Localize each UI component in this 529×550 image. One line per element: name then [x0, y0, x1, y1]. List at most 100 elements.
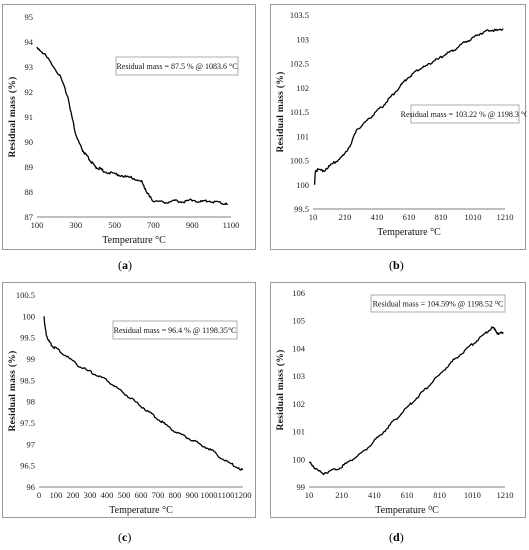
y-tick-label: 99 [297, 482, 306, 492]
y-tick-label: 89 [25, 162, 34, 172]
y-tick-label: 103.5 [290, 10, 309, 20]
x-tick-label: 300 [69, 220, 82, 230]
y-tick-label: 96 [27, 482, 36, 492]
y-tick-label: 100 [22, 311, 35, 321]
y-tick-label: 102 [296, 83, 309, 93]
y-tick-label: 88 [25, 187, 34, 197]
x-tick-label: 400 [101, 490, 114, 500]
x-tick-label: 1200 [235, 490, 252, 500]
y-tick-label: 87 [25, 212, 34, 222]
y-tick-label: 98.5 [20, 375, 35, 385]
y-tick-label: 97.5 [20, 418, 35, 428]
y-axis-title: Residual mass (%) [7, 350, 18, 431]
y-tick-label: 103 [296, 34, 309, 44]
annotation-box [410, 104, 520, 124]
y-tick-label: 100.5 [16, 290, 35, 300]
x-axis-title: Temperature ⁰C [375, 505, 439, 516]
x-tick-label: 900 [186, 220, 199, 230]
y-tick-label: 106 [292, 288, 305, 298]
x-tick-label: 1100 [218, 490, 235, 500]
y-tick-label: 101 [292, 427, 305, 437]
x-tick-label: 900 [186, 490, 199, 500]
y-tick-label: 101.5 [290, 107, 309, 117]
y-axis-title: Residual mass (%) [275, 71, 286, 152]
y-tick-label: 91 [25, 112, 34, 122]
y-tick-label: 92 [25, 87, 34, 97]
x-tick-label: 700 [152, 490, 165, 500]
caption-a: (a) [118, 258, 132, 272]
y-tick-label: 103 [292, 371, 305, 381]
x-tick-label: 810 [433, 490, 446, 500]
y-tick-label: 102.5 [290, 59, 309, 69]
x-tick-label: 10 [309, 212, 318, 222]
y-tick-label: 102 [292, 399, 305, 409]
y-tick-label: 94 [25, 37, 34, 47]
x-tick-label: 610 [401, 490, 414, 500]
chart-svg-d: 10 210 410 610 810 1010 1210 99 100 101 102 103 104 1… [275, 288, 514, 516]
x-tick-label: 10 [305, 490, 314, 500]
annotation-text: Residual mass = 104.59% @ 1198.52 ⁰C [373, 300, 504, 309]
caption-c: (c) [118, 530, 132, 544]
chart-svg-c: 0 100 200 300 400 500 600 700 800 900 1000 1100 1200… [7, 290, 252, 516]
x-tick-label: 210 [335, 490, 348, 500]
y-tick-label: 99.5 [20, 333, 35, 343]
y-tick-label: 100.5 [290, 156, 309, 166]
y-tick-label: 95 [25, 12, 34, 22]
x-tick-label: 1210 [497, 212, 514, 222]
x-tick-label: 1000 [201, 490, 218, 500]
x-tick-label: 1010 [465, 212, 482, 222]
x-tick-label: 210 [339, 212, 352, 222]
x-tick-label: 200 [67, 490, 80, 500]
caption-d: (d) [389, 530, 404, 544]
chart-panel-a: 100 300 500 700 900 1100 87 88 89 90 91 92 93 94 95 Tem… [2, 4, 256, 250]
x-tick-label: 1210 [497, 490, 514, 500]
x-tick-label: 600 [135, 490, 148, 500]
x-tick-label: 410 [368, 490, 381, 500]
y-tick-label: 96.5 [20, 461, 35, 471]
x-tick-label: 500 [108, 220, 121, 230]
annotation-box [112, 320, 238, 340]
annotation-text: Residual mass = 103.22 % @ 1198.3 °C [401, 110, 527, 119]
y-tick-label: 101 [296, 131, 309, 141]
y-tick-label: 99.5 [294, 204, 309, 214]
y-tick-label: 93 [25, 62, 34, 72]
x-tick-label: 610 [403, 212, 416, 222]
annotation-text: Residual mass = 87.5 % @ 1083.6 °C [116, 62, 237, 71]
x-tick-label: 410 [371, 212, 384, 222]
caption-b: (b) [389, 258, 404, 272]
y-axis-title: Residual mass (%) [275, 349, 286, 430]
series-line [43, 316, 244, 471]
x-tick-label: 100 [50, 490, 63, 500]
y-tick-label: 100 [292, 454, 305, 464]
series-line [308, 326, 504, 476]
y-tick-label: 98 [27, 397, 36, 407]
chart-panel-c: 0 100 200 300 400 500 600 700 800 900 1000 1100 1200… [2, 282, 256, 518]
x-tick-label: 800 [169, 490, 182, 500]
chart-panel-d: 10 210 410 610 810 1010 1210 99 100 101 102 103 104 1… [270, 282, 526, 518]
x-tick-label: 0 [37, 490, 41, 500]
y-tick-label: 105 [292, 316, 305, 326]
annotation-text: Residual mass = 96.4 % @ 1198.35°C [114, 326, 237, 335]
x-tick-label: 100 [31, 220, 44, 230]
x-axis-title: Temperature °C [102, 235, 166, 246]
x-tick-label: 500 [118, 490, 131, 500]
x-tick-label: 1100 [223, 220, 240, 230]
x-axis-title: Temperature °C [377, 227, 441, 238]
y-tick-label: 99 [27, 354, 36, 364]
x-tick-label: 1010 [464, 490, 481, 500]
y-tick-label: 97 [27, 439, 36, 449]
y-tick-label: 104 [292, 343, 306, 353]
y-tick-label: 100 [296, 180, 309, 190]
x-axis-title: Temperature °C [109, 505, 173, 516]
annotation-box [115, 56, 239, 76]
annotation-box [370, 294, 506, 313]
chart-svg-a: 100 300 500 700 900 1100 87 88 89 90 91 92 93 94 95 Tem… [7, 12, 240, 246]
x-tick-label: 300 [84, 490, 97, 500]
series-line [36, 46, 229, 206]
x-tick-label: 700 [147, 220, 160, 230]
series-line [313, 28, 504, 185]
y-axis-title: Residual mass (%) [7, 76, 18, 157]
y-tick-label: 90 [25, 137, 34, 147]
